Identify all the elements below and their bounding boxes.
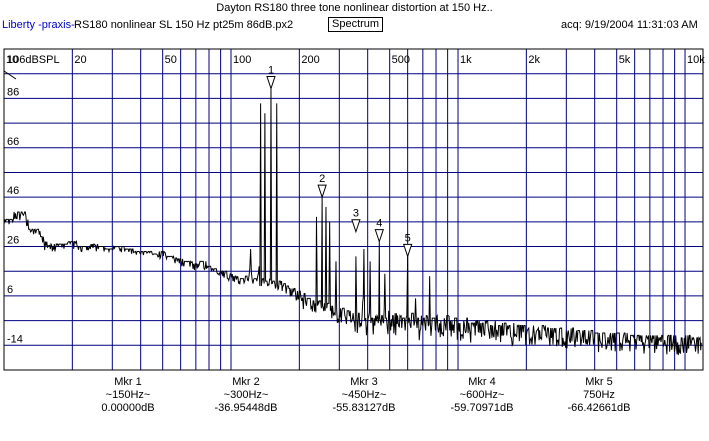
marker-readout: Mkr 4 ~600Hz~ -59.70971dB bbox=[427, 376, 537, 415]
markers: 1 2 3 4 5 bbox=[266, 65, 413, 258]
marker-5-icon bbox=[402, 243, 413, 258]
x-tick-label: 2k bbox=[528, 54, 540, 66]
marker-readout: Mkr 2 ~300Hz~ -36.95448dB bbox=[191, 376, 301, 415]
x-tick-label: 5k bbox=[619, 54, 631, 66]
x-tick-label: 10k bbox=[687, 54, 705, 66]
y-tick-label: 66 bbox=[7, 136, 19, 148]
spectrum-trace bbox=[3, 88, 702, 356]
marker-2-label: 2 bbox=[319, 173, 325, 185]
y-tick-label: 106dBSPL bbox=[7, 54, 60, 66]
marker-3-icon bbox=[351, 219, 361, 234]
marker-readout-value: 0.00000dB bbox=[101, 402, 155, 414]
x-tick-label: 500 bbox=[392, 54, 410, 66]
y-tick-label: -14 bbox=[7, 333, 23, 345]
marker-readout: Mkr 1 ~150Hz~ 0.00000dB bbox=[73, 376, 183, 415]
marker-readout: Mkr 3 ~450Hz~ -55.83127dB bbox=[309, 376, 419, 415]
marker-readout-freq: ~450Hz~ bbox=[341, 389, 387, 401]
marker-1-label: 1 bbox=[268, 65, 274, 77]
marker-readout-freq: 750Hz bbox=[583, 389, 615, 401]
marker-readout-freq: ~300Hz~ bbox=[223, 389, 269, 401]
marker-readout-value: -59.70971dB bbox=[450, 402, 514, 414]
ref-level-indicator bbox=[3, 70, 17, 80]
y-tick-label: 86 bbox=[7, 86, 19, 98]
x-tick-label: 200 bbox=[301, 54, 319, 66]
marker-4-icon bbox=[374, 229, 384, 244]
marker-4-label: 4 bbox=[376, 218, 382, 230]
x-tick-label: 10 bbox=[6, 54, 18, 66]
marker-readout-freq: ~150Hz~ bbox=[105, 389, 151, 401]
chart-title: Dayton RS180 three tone nonlinear distor… bbox=[216, 2, 493, 14]
marker-5-label: 5 bbox=[405, 232, 411, 244]
marker-readout-value: -36.95448dB bbox=[214, 402, 278, 414]
marker-readout: Mkr 5 750Hz -66.42661dB bbox=[544, 376, 654, 415]
marker-readout-name: Mkr 2 bbox=[232, 376, 260, 388]
marker-readout-name: Mkr 1 bbox=[114, 376, 142, 388]
marker-readout-name: Mkr 5 bbox=[585, 376, 613, 388]
x-tick-label: 20 bbox=[74, 54, 86, 66]
x-tick-label: 100 bbox=[233, 54, 251, 66]
y-tick-label: 6 bbox=[7, 284, 13, 296]
marker-readout-name: Mkr 4 bbox=[468, 376, 496, 388]
view-mode-button[interactable]: Spectrum bbox=[328, 17, 384, 32]
app-brand: Liberty -praxis- bbox=[2, 19, 75, 31]
marker-readout-name: Mkr 3 bbox=[350, 376, 378, 388]
y-tick-labels: 106dBSPL 86 66 46 26 6 -14 bbox=[3, 54, 60, 345]
plot-border bbox=[3, 48, 704, 371]
marker-1-icon bbox=[266, 76, 276, 91]
y-tick-label: 46 bbox=[7, 185, 19, 197]
spectrum-line bbox=[3, 88, 702, 356]
y-tick-label: 26 bbox=[7, 235, 19, 247]
marker-3-label: 3 bbox=[353, 208, 359, 220]
x-tick-labels: 10 20 50 100 200 500 1k 2k 5k 10k bbox=[6, 54, 705, 66]
marker-2-icon bbox=[317, 184, 327, 199]
marker-readout-value: -66.42661dB bbox=[567, 402, 631, 414]
x-tick-label: 1k bbox=[460, 54, 472, 66]
file-name: RS180 nonlinear SL 150 Hz pt25m 86dB.px2 bbox=[74, 19, 294, 31]
acquisition-timestamp: acq: 9/19/2004 11:31:03 AM bbox=[561, 19, 698, 31]
marker-readout-value: -55.83127dB bbox=[332, 402, 396, 414]
x-tick-label: 50 bbox=[165, 54, 177, 66]
marker-readout-freq: ~600Hz~ bbox=[459, 389, 505, 401]
